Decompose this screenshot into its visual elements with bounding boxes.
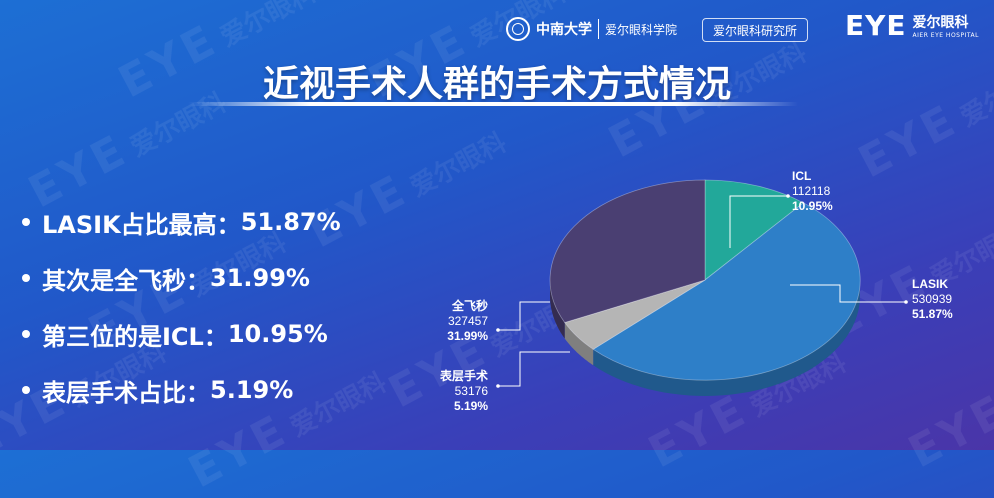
university-logo: 中南大学 爱尔眼科学院 bbox=[506, 14, 677, 44]
page-title: 近视手术人群的手术方式情况 bbox=[262, 64, 731, 105]
pie-label-name: 全飞秒 bbox=[451, 298, 488, 313]
pie-label-percent: 51.87% bbox=[912, 307, 953, 321]
bullet-text: 表层手术占比： bbox=[42, 378, 210, 407]
title-underline bbox=[188, 102, 798, 106]
pie-leader-dot bbox=[904, 300, 908, 304]
bullet-value: 5.19% bbox=[210, 376, 294, 404]
bullet-value: 31.99% bbox=[210, 264, 310, 292]
bullet-item: LASIK占比最高： 51.87% bbox=[22, 194, 341, 250]
bullet-dot-icon bbox=[22, 274, 30, 282]
university-name: 中南大学 bbox=[536, 22, 592, 38]
bullet-dot-icon bbox=[22, 386, 30, 394]
pie-slice-全飞秒 bbox=[549, 179, 706, 323]
pie-leader-line bbox=[790, 284, 906, 303]
pie-leader-line bbox=[498, 351, 570, 387]
pie-label-name: ICL bbox=[792, 169, 811, 183]
pie-sides bbox=[550, 280, 860, 396]
pie-label-percent: 10.95% bbox=[792, 199, 833, 213]
bullet-item: 第三位的是ICL： 10.95% bbox=[22, 306, 341, 362]
slide: EYE爱尔眼科 EYE爱尔眼科 EYE爱尔眼科 EYE爱尔眼科 EYE爱尔眼科 EYE爱尔… bbox=[22, 8, 980, 418]
bullet-dot-icon bbox=[22, 330, 30, 338]
bullet-text: 其次是全飞秒： bbox=[42, 266, 210, 295]
institute-name: 爱尔眼科研究所 bbox=[713, 23, 798, 38]
brand-logo: EYE 爱尔眼科 AIER EYE HOSPITAL bbox=[845, 8, 980, 42]
pie-side-表层手术 bbox=[564, 322, 594, 366]
pie-side-LASIK bbox=[593, 284, 860, 396]
bullet-dot-icon bbox=[22, 218, 30, 226]
bullet-text: 第三位的是ICL： bbox=[42, 322, 228, 351]
pie-label-count: 327457 bbox=[448, 314, 488, 328]
pie-leader-dot bbox=[786, 194, 790, 198]
pie-label-percent: 31.99% bbox=[447, 329, 488, 343]
pie-label-count: 53176 bbox=[455, 384, 489, 398]
pie-label-count: 112118 bbox=[792, 184, 831, 198]
pie-leader-line bbox=[498, 301, 550, 331]
pie-leader-dot bbox=[496, 328, 500, 332]
bullet-item: 表层手术占比： 5.19% bbox=[22, 362, 341, 418]
pie-leader-dot bbox=[496, 384, 500, 388]
college-name: 爱尔眼科学院 bbox=[605, 22, 678, 37]
pie-leader-line bbox=[729, 195, 788, 248]
logo-divider bbox=[598, 19, 599, 39]
pie-slice-表层手术 bbox=[564, 279, 706, 350]
pie-slice-LASIK bbox=[592, 202, 861, 381]
pie-label-name: LASIK bbox=[912, 277, 948, 291]
pie-label-percent: 5.19% bbox=[454, 399, 488, 413]
institute-badge: 爱尔眼科研究所 bbox=[702, 18, 809, 42]
brand-mark: EYE bbox=[845, 8, 907, 42]
pie-label-name: 表层手术 bbox=[439, 368, 488, 383]
bullet-value: 10.95% bbox=[227, 320, 328, 348]
brand-en-name: AIER EYE HOSPITAL bbox=[912, 31, 980, 39]
brand-cn-name: 爱尔眼科 bbox=[912, 14, 969, 31]
pie-side-全飞秒 bbox=[550, 280, 565, 339]
bullet-text: LASIK占比最高： bbox=[42, 210, 241, 239]
university-seal-icon bbox=[506, 17, 530, 41]
bullet-item: 其次是全飞秒： 31.99% bbox=[22, 250, 341, 306]
bullet-value: 51.87% bbox=[240, 208, 341, 236]
bullet-list: LASIK占比最高： 51.87% 其次是全飞秒： 31.99% 第三位的是ICL：… bbox=[22, 194, 341, 418]
pie-label-count: 530939 bbox=[912, 292, 952, 306]
